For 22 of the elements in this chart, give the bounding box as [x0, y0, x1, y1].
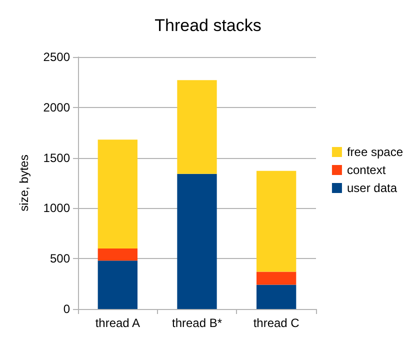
- x-tick-label: thread C: [253, 316, 300, 330]
- y-tick-label: 500: [50, 252, 70, 266]
- y-tick-label: 2500: [43, 50, 70, 64]
- y-tick-label: 1000: [43, 201, 70, 216]
- x-tick-label: thread B*: [172, 316, 222, 330]
- y-tick-label: 0: [63, 302, 70, 316]
- legend-label: context: [346, 163, 386, 177]
- bar: [98, 260, 138, 309]
- y-tick-label: 1500: [43, 150, 70, 165]
- y-tick-label: 2000: [43, 100, 70, 114]
- bar: [98, 140, 138, 249]
- x-tick-label: thread A: [95, 316, 140, 330]
- bar: [256, 272, 296, 285]
- bar: [177, 174, 217, 309]
- legend-label: user data: [346, 181, 398, 195]
- bar: [256, 284, 296, 309]
- y-axis-title: size, bytes: [17, 154, 31, 212]
- bar: [256, 170, 296, 272]
- legend-label: free space: [346, 145, 404, 159]
- chart-title: Thread stacks: [154, 16, 262, 35]
- bar: [177, 80, 217, 174]
- bar: [98, 248, 138, 261]
